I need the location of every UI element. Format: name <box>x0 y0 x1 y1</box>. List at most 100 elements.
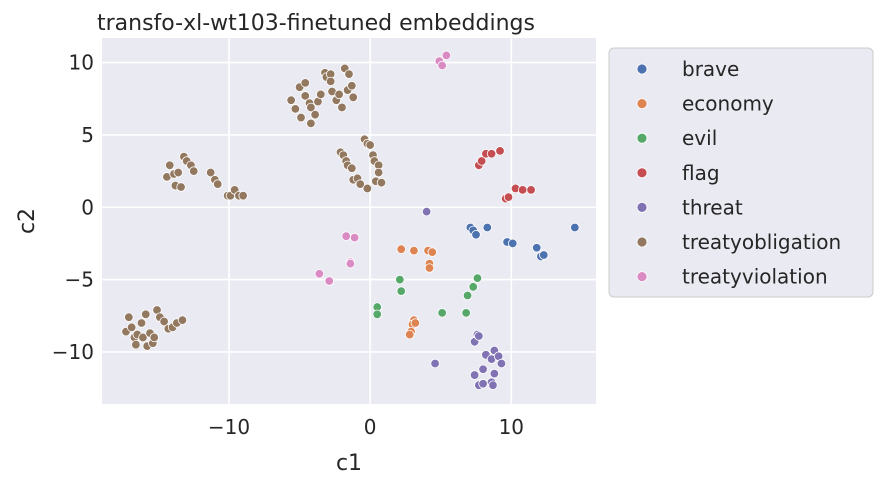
chart-title: transfo-xl-wt103-finetuned embeddings <box>97 11 535 36</box>
legend-marker <box>636 236 648 248</box>
point-flag <box>526 185 536 195</box>
legend-marker <box>636 63 648 75</box>
legend-label: evil <box>682 126 717 150</box>
legend-marker <box>636 132 648 144</box>
point-treatyobligation <box>205 167 216 178</box>
x-tick-label: 0 <box>364 415 377 439</box>
legend-item-flag: flag <box>636 161 720 185</box>
point-treatyviolation <box>341 231 351 241</box>
point-treatyobligation <box>373 167 384 178</box>
point-brave <box>482 222 493 233</box>
point-flag <box>486 149 497 159</box>
point-threat <box>478 379 488 389</box>
point-threat <box>430 358 440 369</box>
legend-marker <box>636 201 648 213</box>
series-evil <box>372 273 483 320</box>
y-tick-label: 0 <box>81 195 94 219</box>
point-treatyobligation <box>138 332 148 343</box>
point-treatyviolation <box>441 50 452 61</box>
point-treatyobligation <box>165 160 175 171</box>
point-threat <box>421 206 432 217</box>
point-treatyobligation <box>141 309 151 320</box>
x-tick-label: 10 <box>499 415 524 439</box>
legend-item-treatyobligation: treatyobligation <box>636 230 841 254</box>
point-economy <box>427 247 437 257</box>
legend-label: treatyobligation <box>682 230 841 254</box>
point-treatyobligation <box>334 89 344 100</box>
legend-label: economy <box>682 92 774 116</box>
point-evil <box>437 308 447 318</box>
point-treatyobligation <box>355 179 365 189</box>
point-economy <box>410 318 421 328</box>
point-flag <box>476 156 487 166</box>
series-threat <box>421 206 507 390</box>
point-economy <box>409 245 419 256</box>
legend: brave economy evil flag threat treatyobligati… <box>608 47 874 298</box>
point-treatyobligation <box>159 316 169 327</box>
point-treatyobligation <box>362 183 373 194</box>
point-evil <box>372 309 382 320</box>
point-treatyobligation <box>290 104 301 114</box>
y-tick-label: −5 <box>65 268 94 292</box>
point-treatyobligation <box>365 140 375 150</box>
point-evil <box>395 274 405 285</box>
x-tick-labels: −10 0 10 <box>208 415 524 439</box>
series-flag <box>474 146 536 204</box>
point-economy <box>404 329 415 340</box>
point-flag <box>503 192 514 202</box>
point-treatyobligation <box>173 167 183 178</box>
legend-label: treatyviolation <box>682 265 828 289</box>
legend-marker <box>636 167 648 179</box>
point-brave <box>570 222 580 233</box>
point-treatyobligation <box>316 89 326 100</box>
point-evil <box>472 273 483 283</box>
legend-item-economy: economy <box>636 92 774 116</box>
point-treatyobligation <box>136 318 147 328</box>
point-brave <box>508 238 518 249</box>
point-treatyobligation <box>286 95 296 105</box>
point-economy <box>396 244 406 254</box>
point-treatyobligation <box>344 69 354 79</box>
grid-lines <box>102 38 596 404</box>
x-tick-label: −10 <box>208 415 250 439</box>
point-treatyobligation <box>348 92 358 103</box>
point-brave <box>539 250 549 260</box>
point-treatyobligation <box>376 177 387 188</box>
point-evil <box>462 290 473 301</box>
point-treatyviolation <box>349 232 360 243</box>
point-treatyobligation <box>306 118 316 129</box>
legend-item-threat: threat <box>636 195 743 219</box>
point-economy <box>424 263 435 273</box>
point-treatyobligation <box>347 163 357 173</box>
series-treatyviolation <box>314 50 452 286</box>
point-treatyobligation <box>310 109 320 120</box>
series-economy <box>396 244 437 340</box>
point-treatyobligation <box>189 166 199 176</box>
y-tick-label: −10 <box>52 340 94 364</box>
point-treatyobligation <box>296 112 306 123</box>
series-brave <box>465 222 580 262</box>
data-points <box>121 50 580 390</box>
point-treatyviolation <box>345 258 356 269</box>
point-treatyobligation <box>126 322 137 333</box>
legend-item-evil: evil <box>636 126 717 150</box>
legend-marker <box>636 98 648 109</box>
point-treatyobligation <box>337 102 347 113</box>
point-brave <box>471 230 481 240</box>
y-axis-label: c2 <box>15 208 40 234</box>
point-threat <box>478 364 488 374</box>
point-treatyobligation <box>238 190 248 201</box>
point-treatyobligation <box>300 78 310 88</box>
y-tick-label: 10 <box>69 51 94 75</box>
point-treatyobligation <box>176 182 186 192</box>
point-threat <box>488 380 498 390</box>
point-treatyobligation <box>325 76 336 87</box>
point-treatyobligation <box>213 179 223 189</box>
point-brave <box>532 243 542 253</box>
point-evil <box>396 286 406 296</box>
point-threat <box>474 331 484 341</box>
legend-box <box>608 47 874 298</box>
series-treatyobligation <box>121 63 387 351</box>
legend-label: threat <box>682 195 743 219</box>
